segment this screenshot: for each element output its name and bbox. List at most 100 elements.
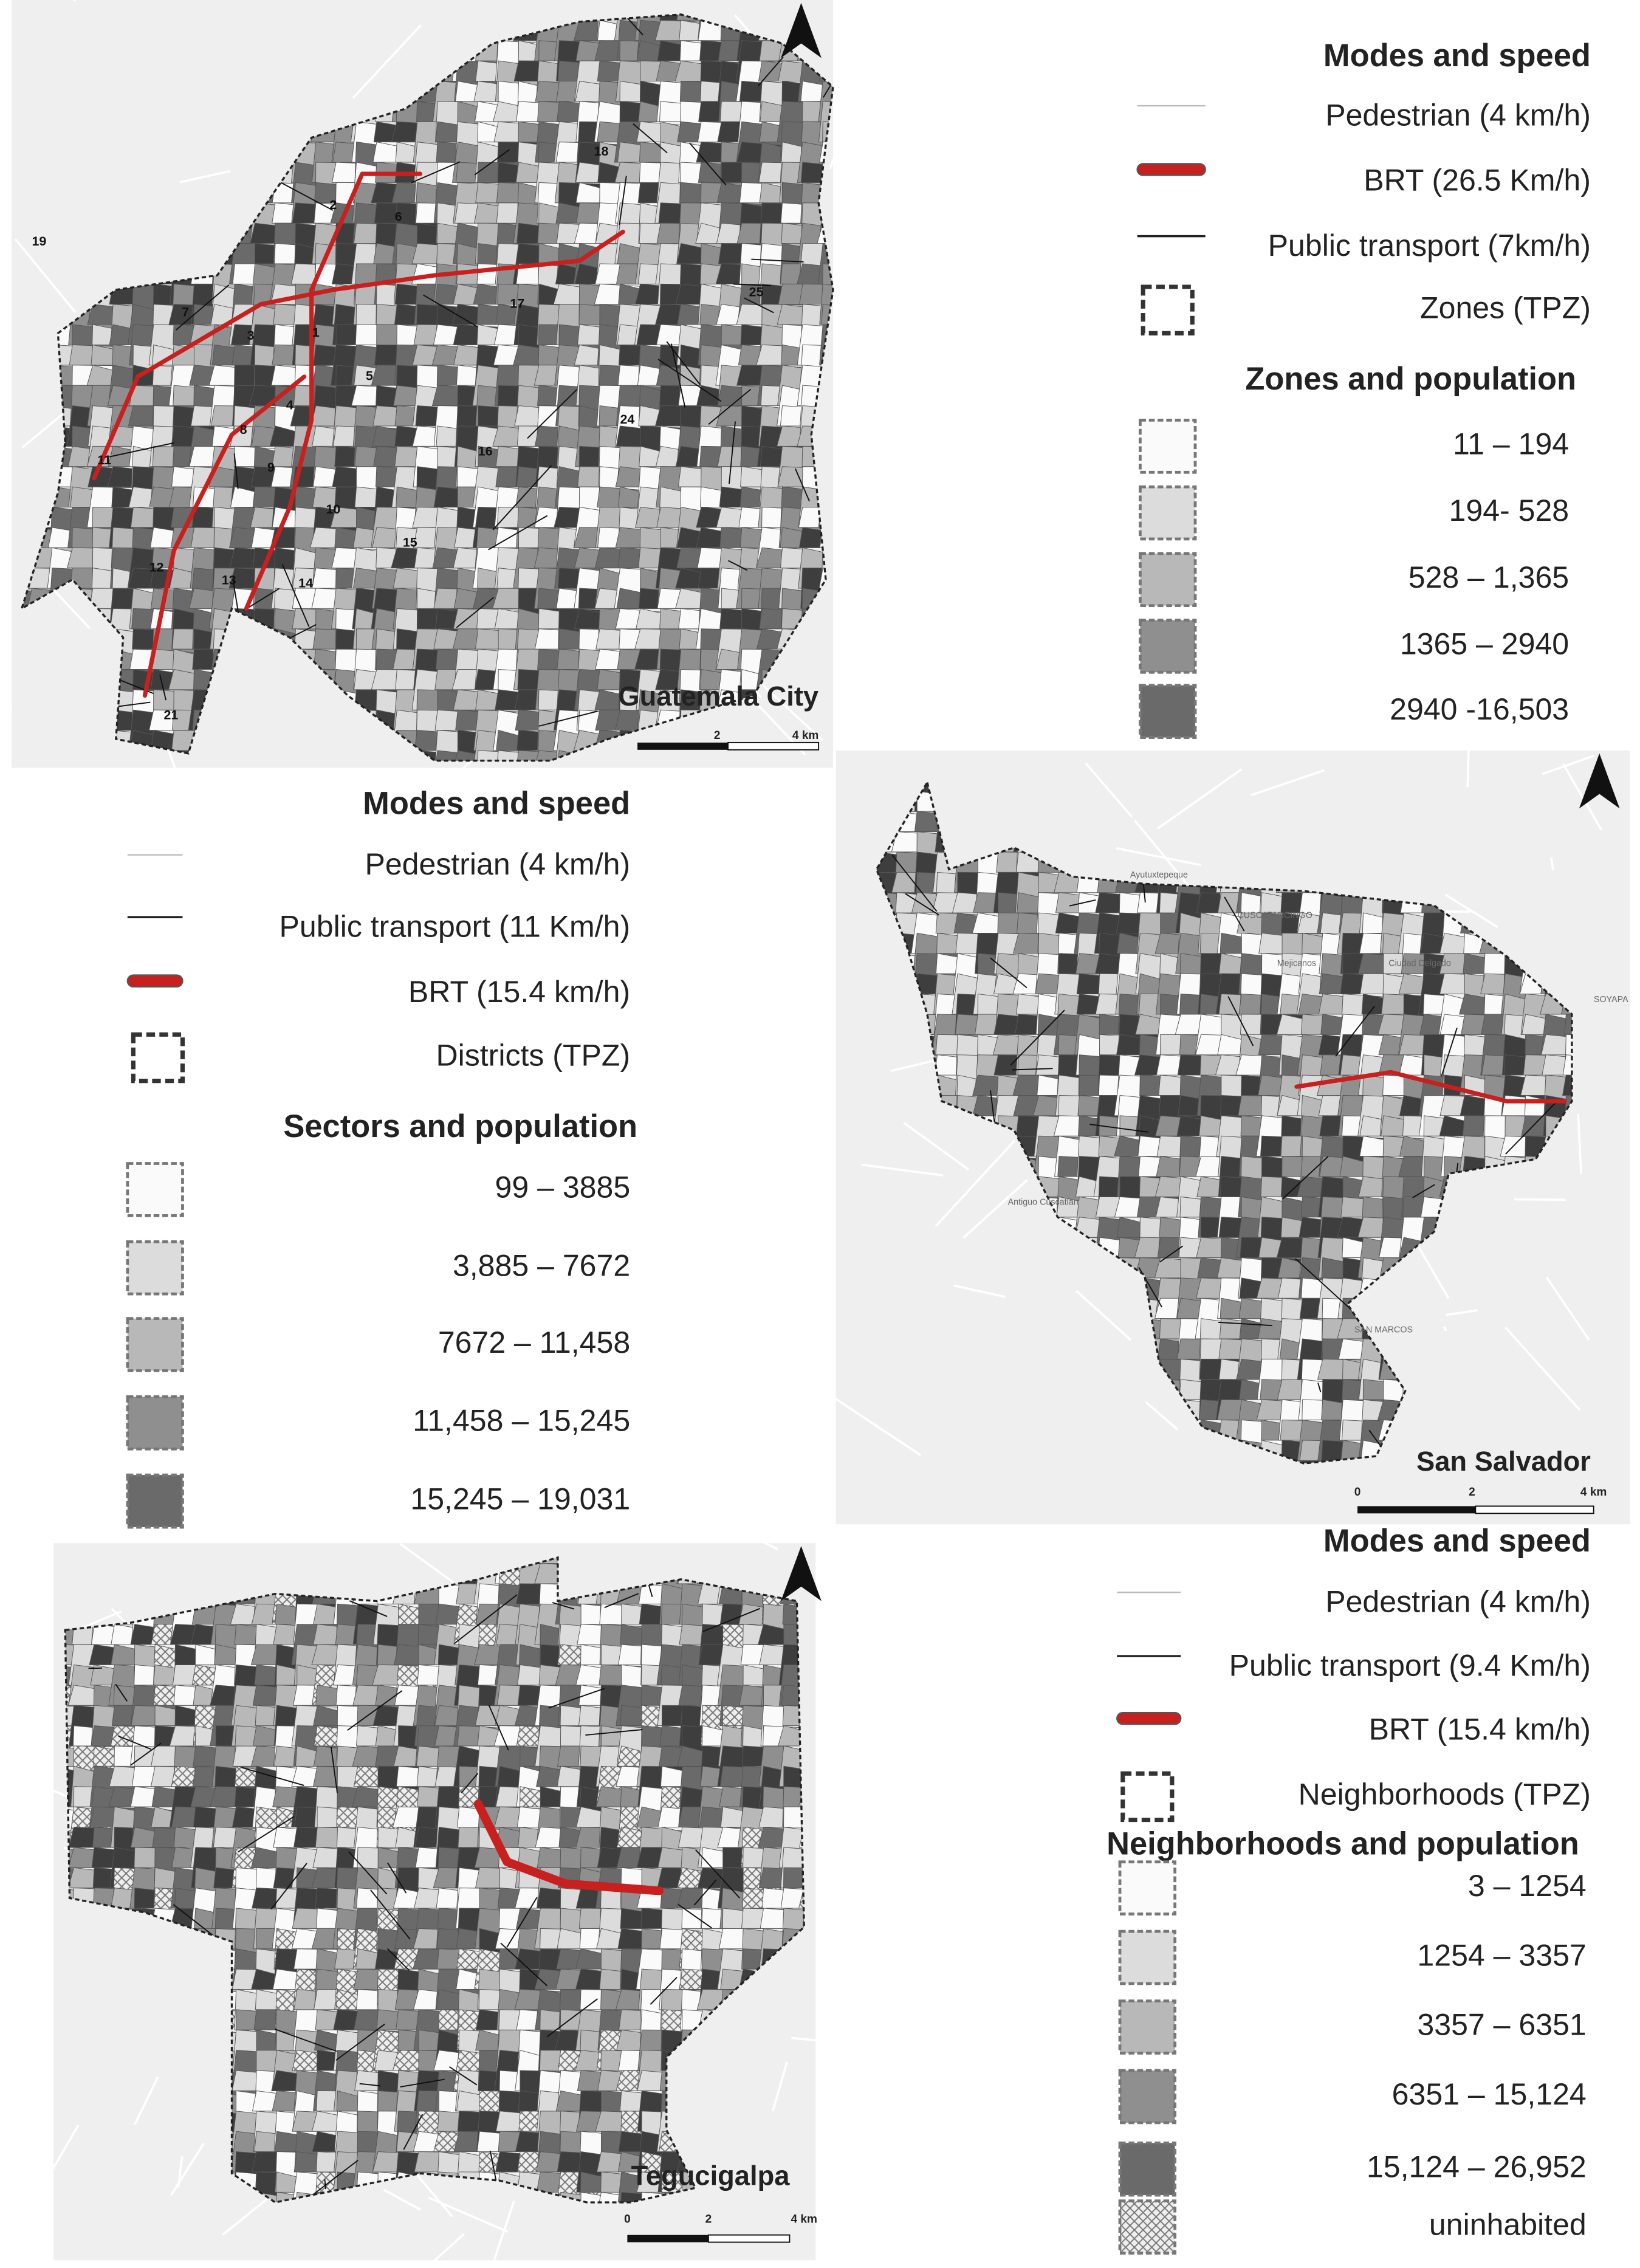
zone-patch [132,628,155,650]
north-arrow [781,2,822,58]
legend-symbol [1116,1711,1182,1725]
legend-label: Zones (TPZ) [1420,290,1591,325]
zone-patch [780,547,803,569]
zone-patch [250,222,278,244]
zone-patch [874,1521,918,1541]
transit-line [411,161,461,184]
zone-patch [1439,932,1466,954]
zone-patch [1116,1034,1144,1056]
place-name: Mejicanos [1277,958,1316,968]
legend-swatch [1118,1999,1177,2055]
legend-symbol [131,1032,185,1084]
zone-patch [515,709,540,731]
scale-label: 4 km [1580,1486,1607,1499]
road [829,106,854,170]
zone-patch [353,568,378,589]
road [53,590,91,629]
zone-patch [1036,1521,1082,1562]
transit-line [244,588,280,611]
transit-line [281,564,310,627]
road [1250,769,1325,797]
legend-label: 2940 -16,503 [1390,692,1569,726]
zone-patch [640,1908,665,1929]
place-name: Ciudad Delgado [1388,958,1451,968]
zone-patch [740,466,763,487]
zone-patch [913,1521,939,1562]
road [1466,717,1471,788]
legend-title: Modes and speed [363,786,630,821]
legend-label: Neighborhoods (TPZ) [1299,1778,1591,1812]
transit-line [822,33,833,98]
zone-patch [1624,1521,1640,1562]
zone-label: 13 [222,573,236,588]
legend-swatch [1118,1860,1177,1916]
transit-line [109,442,174,458]
zone-patch [475,2009,501,2030]
transit-line [527,389,577,439]
zone-label: 15 [403,535,417,550]
zone-label: 24 [620,412,634,427]
legend-label: 3 – 1254 [1468,1869,1587,1903]
zone-patch [716,182,744,204]
zone-patch [1382,1074,1407,1096]
legend-swatch [1139,684,1197,739]
zone-label: 7 [182,305,189,320]
road [1550,857,1554,871]
zone-patch [953,1521,980,1541]
transit-line [670,343,686,408]
legend-swatch [126,1240,184,1296]
zone-patch [1238,1521,1263,1562]
zone-label: 9 [267,460,275,475]
zone-patch [1605,1521,1628,1562]
transit-line [159,674,167,701]
zone-patch [452,750,479,761]
zone-label: 10 [326,502,340,517]
zone-patch [615,466,642,487]
scale-bar [637,742,729,750]
legend-label: 1365 – 2940 [1400,627,1569,661]
transit-line [633,123,668,154]
scale-bar [727,741,820,751]
road [1075,1290,1132,1341]
road [1145,1401,1179,1431]
scale-bar [707,2234,791,2243]
zone-patch [599,1603,625,1625]
zone-patch [696,142,725,163]
legend-symbol [1141,284,1195,335]
legend-label: 7672 – 11,458 [438,1325,630,1359]
zone-patch [594,547,621,569]
transit-line [474,149,510,176]
transit-line [538,710,598,727]
legend-label: BRT (15.4 km/h) [408,975,630,1009]
legend-swatch [126,1395,184,1451]
brt-line [309,171,423,292]
road [1545,1276,1590,1341]
zone-patch [453,689,479,710]
road [962,1179,1028,1239]
zone-patch [617,1928,645,1950]
legend-swatch [1139,552,1197,607]
zone-label: 19 [32,234,46,249]
legend-symbol [1120,1771,1175,1823]
zone-patch [935,1521,959,1562]
transit-line [795,468,810,502]
legend-title: Modes and speed [1323,38,1591,74]
city-name: Tegucigalpa [631,2160,791,2191]
zone-patch [1257,1074,1283,1096]
zone-patch [433,486,459,507]
zone-label: 4 [286,397,293,412]
zone-patch [955,932,980,954]
zone-patch [618,547,642,569]
legend-swatch [126,1162,184,1217]
zone-patch [554,730,583,761]
road [179,170,231,184]
zone-patch [1160,1521,1181,1541]
zone-patch [996,851,1020,873]
transit-line [666,341,701,385]
zone-patch [332,466,360,487]
legend-label: 11 – 194 [1453,427,1569,461]
zone-patch [517,1664,543,1686]
zone-patch [513,60,542,81]
legend-title: Neighborhoods and population [1106,1826,1579,1861]
